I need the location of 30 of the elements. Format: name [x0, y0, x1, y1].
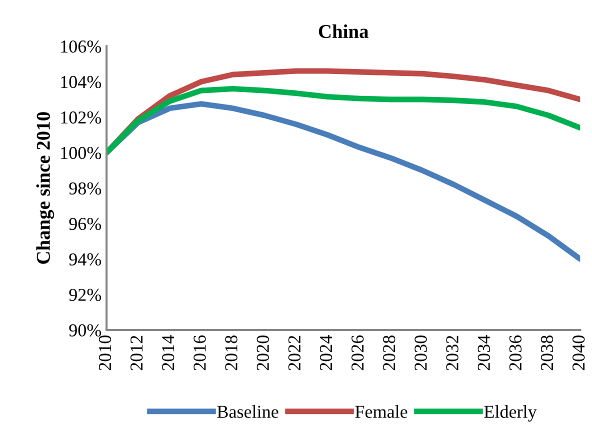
x-tick-label: 2016	[194, 335, 206, 370]
x-tick-label: 2032	[446, 336, 458, 370]
x-tick-label: 2014	[162, 335, 174, 370]
x-tick-label: 2020	[256, 336, 269, 370]
x-tick-label: 2030	[414, 336, 427, 370]
y-tick-label: 104%	[61, 76, 102, 88]
y-tick-label: 106%	[61, 40, 102, 53]
y-tick-label: 96%	[69, 218, 102, 230]
x-tick-label: 2022	[288, 336, 301, 370]
y-tick-label: 102%	[61, 111, 102, 124]
chart-title: China	[318, 24, 368, 38]
x-tick-label: 2010	[98, 336, 112, 370]
x-tick-label: 2024	[320, 335, 332, 370]
legend-label: Baseline	[217, 405, 278, 418]
y-tick-label: 92%	[69, 288, 102, 302]
x-tick-label: 2028	[383, 336, 396, 370]
x-tick-label: 2026	[351, 335, 364, 370]
x-tick-label: 2018	[225, 336, 238, 370]
x-tick-label: 2038	[540, 336, 554, 370]
y-tick-label: 98%	[69, 182, 102, 195]
x-tick-label: 2034	[478, 335, 490, 370]
x-tick-label: 2012	[130, 336, 143, 370]
legend-label: Elderly	[484, 405, 537, 422]
y-tick-label: 90%	[69, 324, 102, 336]
y-axis-title: Change since 2010	[36, 112, 54, 264]
y-tick-label: 94%	[69, 253, 102, 266]
x-tick-label: 2036	[509, 335, 522, 370]
legend-label: Female	[355, 405, 408, 418]
x-tick-label: 2040	[572, 336, 585, 370]
y-tick-label: 100%	[61, 146, 102, 160]
